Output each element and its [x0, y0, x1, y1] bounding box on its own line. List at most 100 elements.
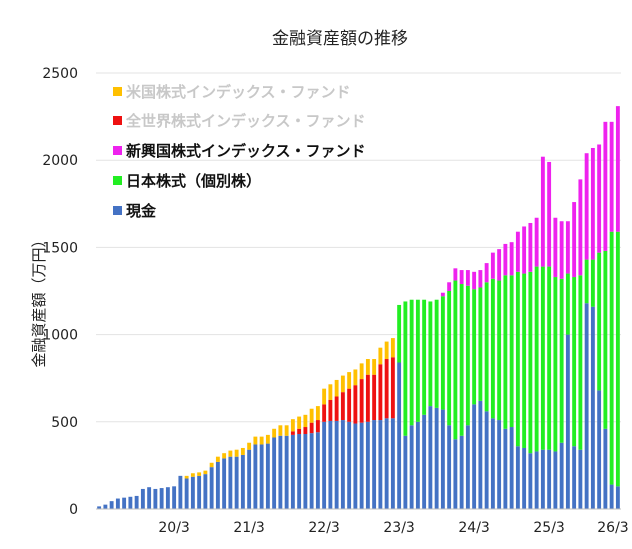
bar-em_index [553, 217, 558, 278]
bar-jp_stock [397, 304, 402, 363]
x-tick-label: 21/3 [233, 520, 264, 536]
x-tick-label: 20/3 [158, 520, 189, 536]
bar-cash [284, 435, 289, 509]
bar-us_index [372, 359, 377, 375]
bar-em_index [528, 222, 533, 272]
bar-em_index [559, 221, 564, 279]
bar-world_index [372, 374, 377, 421]
bar-us_index [247, 442, 252, 450]
bar-cash [309, 433, 314, 509]
bar-cash [109, 501, 114, 509]
bar-em_index [615, 106, 620, 232]
bar-jp_stock [440, 296, 445, 410]
bar-jp_stock [472, 289, 477, 405]
bar-em_index [578, 179, 583, 276]
bar-jp_stock [584, 259, 589, 304]
bar-cash [247, 449, 252, 509]
bar-jp_stock [447, 291, 452, 426]
bar-cash [590, 306, 595, 509]
bar-cash [322, 421, 327, 509]
bar-em_index [603, 121, 608, 251]
bar-cash [278, 435, 283, 509]
bar-us_index [222, 453, 227, 459]
bar-cash [190, 476, 195, 509]
bar-em_index [478, 270, 483, 288]
bar-cash [340, 420, 345, 509]
bar-cash [459, 435, 464, 509]
bar-cash [515, 446, 520, 509]
bar-jp_stock [515, 271, 520, 447]
legend-swatch-us-index [113, 87, 122, 96]
bar-world_index [322, 404, 327, 422]
bar-jp_stock [478, 287, 483, 401]
bar-us_index [272, 428, 277, 438]
bar-cash [290, 434, 295, 509]
bar-cash [609, 484, 614, 509]
bar-em_index [465, 270, 470, 286]
bar-cash [334, 420, 339, 509]
bar-cash [365, 421, 370, 509]
bar-jp_stock [540, 266, 545, 450]
y-tick-label: 2000 [42, 153, 78, 169]
legend-swatch-em-index [113, 146, 122, 155]
bar-cash [184, 478, 189, 509]
bar-us_index [315, 406, 320, 421]
bar-cash [472, 404, 477, 509]
bar-jp_stock [609, 231, 614, 485]
bar-cash [328, 420, 333, 509]
bar-jp_stock [522, 273, 527, 448]
bar-us_index [290, 419, 295, 432]
bar-jp_stock [615, 231, 620, 487]
bar-us_index [240, 447, 245, 455]
bar-world_index [334, 396, 339, 421]
bar-cash [603, 428, 608, 509]
bar-us_index [347, 372, 352, 389]
bar-em_index [572, 202, 577, 278]
bar-cash [353, 423, 358, 509]
bar-jp_stock [422, 299, 427, 415]
bar-us_index [253, 436, 258, 445]
bar-cash [297, 434, 302, 509]
bar-jp_stock [434, 299, 439, 408]
bar-cash [265, 443, 270, 509]
bar-cash [447, 425, 452, 509]
bar-world_index [384, 359, 389, 419]
legend-item-world-index: 全世界株式インデックス・ファンド [113, 112, 366, 130]
bar-cash [97, 506, 102, 509]
y-tick-label: 2500 [42, 66, 78, 82]
bar-jp_stock [590, 259, 595, 307]
bar-em_index [509, 242, 514, 276]
bar-em_index [590, 147, 595, 260]
bar-cash [547, 449, 552, 509]
bar-cash [209, 467, 214, 509]
y-axis-label: 金融資産額（万円） [30, 232, 48, 367]
bar-em_index [459, 270, 464, 285]
bar-cash [115, 498, 120, 509]
bar-us_index [384, 341, 389, 360]
legend-label-cash: 現金 [126, 202, 157, 220]
bar-us_index [297, 416, 302, 429]
bar-em_index [472, 271, 477, 290]
y-tick-label: 500 [51, 415, 78, 431]
bar-cash [215, 461, 220, 509]
bar-em_index [440, 292, 445, 297]
legend-label-world-index: 全世界株式インデックス・ファンド [125, 112, 366, 130]
bar-cash [272, 437, 277, 509]
bar-cash [153, 488, 158, 509]
bar-us_index [197, 472, 202, 476]
bar-cash [534, 451, 539, 509]
bar-world_index [365, 374, 370, 422]
x-tick-labels: 20/3 21/3 22/3 23/3 24/3 25/3 26/3 [158, 520, 628, 536]
bar-cash [178, 475, 183, 509]
bar-us_index [284, 425, 289, 436]
bar-us_index [209, 462, 214, 468]
bar-us_index [203, 470, 208, 475]
legend-label-jp-stock: 日本株式（個別株） [126, 172, 261, 190]
bar-us_index [340, 375, 345, 393]
bar-em_index [484, 263, 489, 283]
bar-jp_stock [547, 266, 552, 450]
bar-cash [465, 425, 470, 509]
bar-cash [253, 444, 258, 509]
bar-jp_stock [603, 250, 608, 429]
bar-us_index [215, 456, 220, 462]
